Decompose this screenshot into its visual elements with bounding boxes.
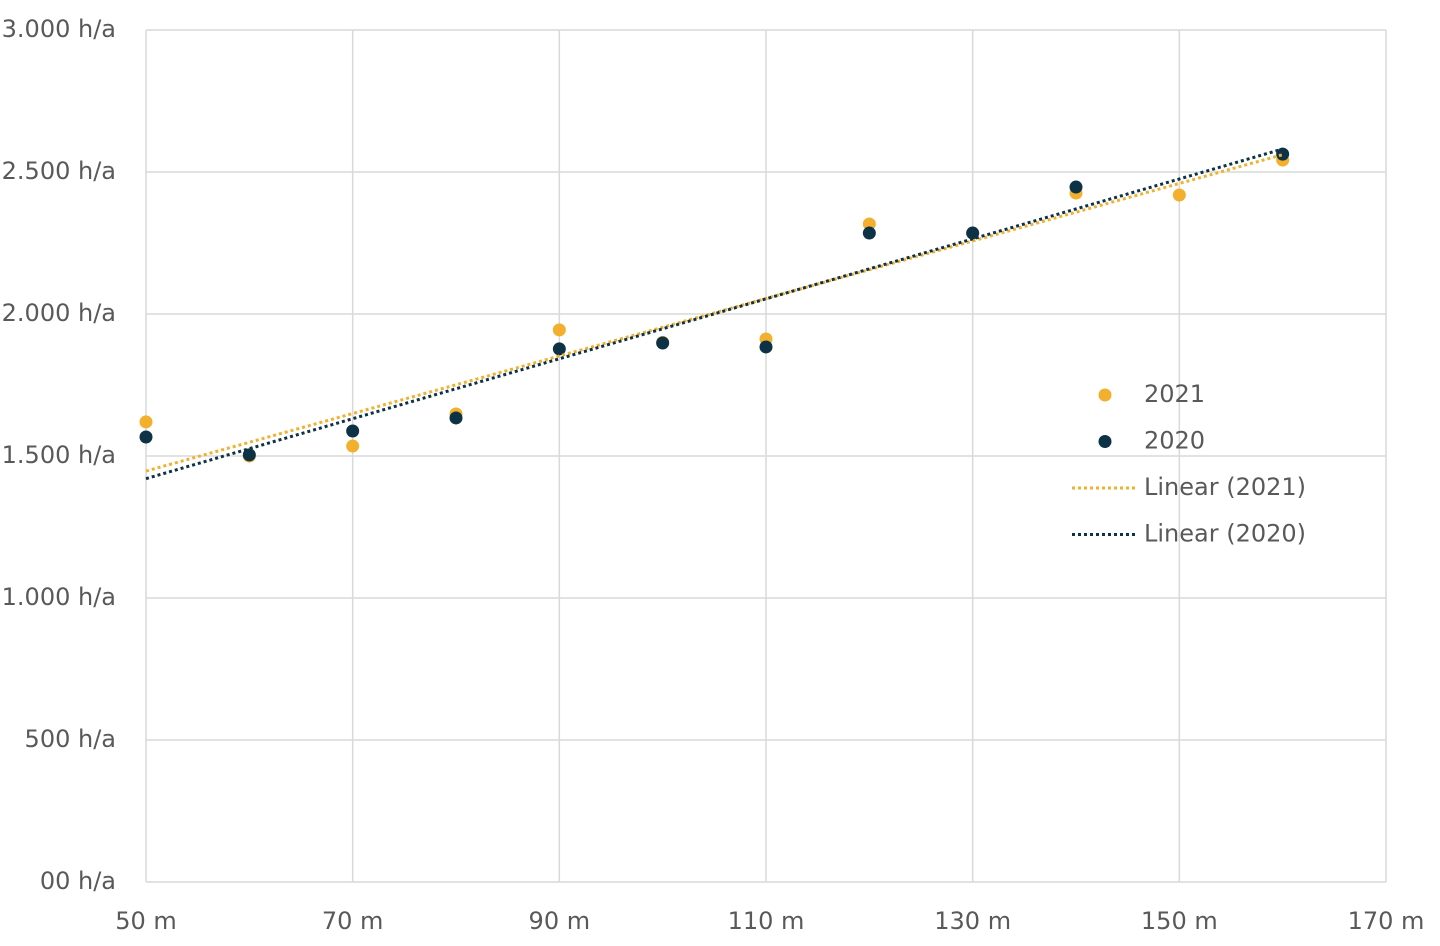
legend-label: Linear (2021) (1144, 473, 1306, 501)
y-tick-label: 3.000 h/a (2, 15, 116, 43)
legend-label: Linear (2020) (1144, 520, 1306, 548)
x-tick-label: 170 m (1348, 907, 1425, 935)
trend-line (145, 147, 1284, 481)
y-tick-label: 2.500 h/a (2, 157, 116, 185)
y-tick-label: 2.000 h/a (2, 299, 116, 327)
point (759, 340, 773, 354)
trend-line (145, 153, 1284, 473)
point (862, 226, 876, 240)
point (1069, 180, 1083, 194)
point (346, 424, 360, 438)
point (1276, 147, 1290, 161)
point (1172, 188, 1186, 202)
y-tick-label: 00 h/a (40, 867, 116, 895)
y-tick-label: 1.000 h/a (2, 583, 116, 611)
point (552, 323, 566, 337)
x-tick-label: 70 m (322, 907, 384, 935)
point (862, 217, 876, 231)
legend-label: 2020 (1144, 427, 1205, 455)
x-tick-label: 50 m (115, 907, 177, 935)
y-tick-label: 500 h/a (25, 725, 116, 753)
point (346, 439, 360, 453)
x-tick-label: 150 m (1141, 907, 1218, 935)
x-tick-label: 110 m (728, 907, 805, 935)
point (449, 411, 463, 425)
point (966, 226, 980, 240)
x-tick-label: 90 m (529, 907, 591, 935)
legend-marker (1098, 388, 1112, 402)
point (139, 430, 153, 444)
legend-label: 2021 (1144, 380, 1205, 408)
point (139, 415, 153, 429)
x-tick-label: 130 m (934, 907, 1011, 935)
point (552, 342, 566, 356)
y-tick-label: 1.500 h/a (2, 441, 116, 469)
legend-marker (1098, 435, 1112, 448)
point (242, 448, 256, 462)
point (656, 336, 670, 350)
